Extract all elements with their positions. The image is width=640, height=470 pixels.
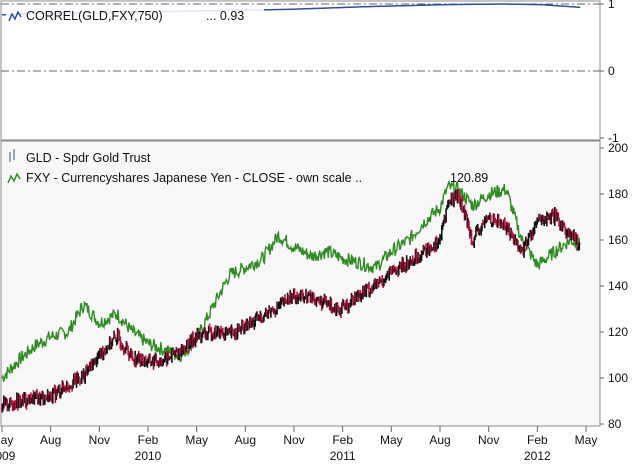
correl-legend-bg — [6, 6, 264, 24]
correl-legend-value: ... 0.93 — [206, 9, 244, 23]
price-y-tick-label: 200 — [608, 141, 628, 155]
gld-series-bars — [1, 189, 581, 413]
price-y-tick-label: 180 — [608, 187, 628, 201]
x-tick-year: 2011 — [330, 449, 356, 463]
price-panel-frame — [0, 140, 601, 427]
x-tick-month: May — [575, 433, 598, 447]
x-tick-month: Feb — [138, 433, 159, 447]
price-y-tick-label: 80 — [608, 417, 622, 431]
fxy-series-line — [1, 179, 581, 382]
correl-y-tick-label: -1 — [608, 131, 619, 145]
x-tick-year: 2012 — [524, 449, 551, 463]
x-tick-month: Nov — [89, 433, 110, 447]
price-y-axis: 200 180 160 140 120 100 80 — [600, 141, 628, 431]
correl-y-tick-label: 0 — [608, 64, 615, 78]
fxy-legend-label: FXY - Currencyshares Japanese Yen - CLOS… — [26, 171, 362, 185]
correl-y-tick-label: 1 — [608, 0, 615, 11]
x-tick-month: May — [0, 433, 13, 447]
price-y-tick-label: 120 — [608, 325, 628, 339]
correl-legend-label: CORREL(GLD,FXY,750) — [26, 9, 163, 23]
x-axis: May 2009 Aug Nov Feb 2010 May Aug Nov Feb 2011 May A… — [0, 426, 597, 463]
gld-legend-label: GLD - Spdr Gold Trust — [26, 151, 151, 165]
x-tick-month: Nov — [478, 433, 499, 447]
x-tick-month: Feb — [332, 433, 353, 447]
fxy-legend-icon — [7, 172, 21, 184]
price-y-tick-label: 140 — [608, 279, 628, 293]
x-tick-month: Nov — [283, 433, 304, 447]
x-tick-year: 2010 — [135, 449, 162, 463]
correl-legend-icon — [8, 10, 22, 22]
x-tick-month: Feb — [527, 433, 548, 447]
price-y-tick-label: 100 — [608, 371, 628, 385]
x-tick-month: May — [380, 433, 403, 447]
x-tick-year: 2009 — [0, 449, 16, 463]
x-tick-month: Aug — [429, 433, 450, 447]
price-y-tick-label: 160 — [608, 233, 628, 247]
x-tick-month: Aug — [40, 433, 61, 447]
fxy-legend-value: 120.89 — [450, 171, 488, 185]
x-tick-month: Aug — [235, 433, 256, 447]
x-tick-month: May — [185, 433, 208, 447]
gld-legend-icon — [9, 149, 15, 162]
correl-y-axis: 1 0 -1 — [600, 0, 619, 145]
